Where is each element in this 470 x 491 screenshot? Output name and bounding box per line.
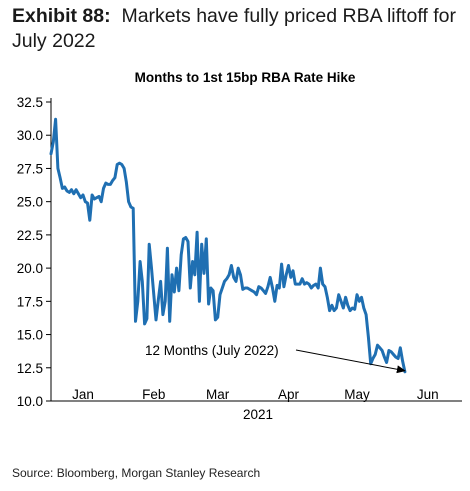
y-tick-label: 32.5 bbox=[17, 95, 43, 110]
y-tick-label: 30.0 bbox=[17, 128, 43, 143]
x-tick-label: Jun bbox=[417, 387, 439, 402]
source-note: Source: Bloomberg, Morgan Stanley Resear… bbox=[12, 466, 261, 480]
y-tick-label: 25.0 bbox=[17, 195, 43, 210]
y-tick-label: 27.5 bbox=[17, 161, 43, 176]
x-tick-label: Apr bbox=[278, 387, 300, 402]
y-tick-label: 10.0 bbox=[17, 394, 43, 409]
x-tick-label: Mar bbox=[206, 387, 230, 402]
x-axis-label: 2021 bbox=[243, 407, 273, 422]
exhibit-title: Markets have fully priced RBA liftoff fo… bbox=[12, 5, 456, 52]
y-tick-label: 15.0 bbox=[17, 328, 43, 343]
y-tick-label: 22.5 bbox=[17, 228, 43, 243]
x-tick-label: Jan bbox=[72, 387, 94, 402]
series-line-0 bbox=[49, 117, 407, 374]
x-tick-label: May bbox=[344, 387, 370, 402]
chart-title: Months to 1st 15bp RBA Rate Hike bbox=[135, 70, 356, 85]
y-tick-label: 17.5 bbox=[17, 294, 43, 309]
exhibit-number: Exhibit 88: bbox=[12, 5, 111, 27]
axes: 10.0 12.5 15.0 17.5 20.0 22.5 25.0 27.5 30.0 32.5… bbox=[17, 95, 462, 409]
exhibit-heading: Exhibit 88: Markets have fully priced RB… bbox=[12, 4, 462, 54]
annotation-arrow bbox=[295, 349, 406, 374]
annotation-label: 12 Months (July 2022) bbox=[145, 343, 279, 358]
series-layer bbox=[49, 117, 407, 374]
annotation-layer: 12 Months (July 2022) bbox=[145, 343, 406, 374]
y-tick-label: 20.0 bbox=[17, 261, 43, 276]
x-tick-label: Feb bbox=[142, 387, 165, 402]
y-tick-label: 12.5 bbox=[17, 361, 43, 376]
